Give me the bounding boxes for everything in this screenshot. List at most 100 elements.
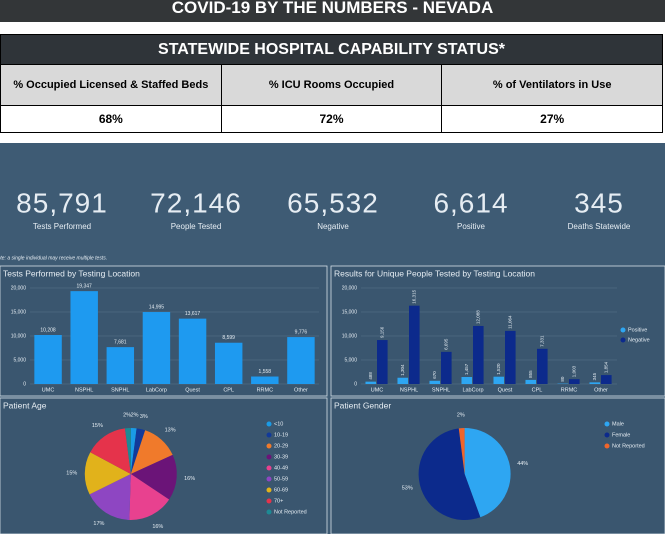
data-label: 17%	[93, 521, 104, 527]
data-label: 7,331	[539, 335, 544, 347]
y-tick-label: 10,000	[342, 333, 358, 339]
kpi-label: Deaths Statewide	[568, 222, 631, 231]
note: Note: a single individual may receive mu…	[0, 255, 107, 261]
legend-swatch	[620, 337, 626, 343]
legend-swatch	[266, 465, 272, 471]
bar	[214, 342, 243, 384]
data-label: 2%	[123, 413, 131, 419]
legend-label: 10-19	[274, 432, 288, 438]
pie-slice	[89, 474, 131, 520]
legend-swatch	[266, 432, 272, 438]
data-label: 9,156	[379, 326, 384, 338]
data-label: 15%	[66, 471, 77, 477]
kpi-label: Negative	[317, 222, 349, 231]
legend-label: 70+	[274, 498, 283, 504]
bar	[473, 325, 484, 384]
x-tick-label: NSPHL	[400, 387, 418, 393]
x-tick-label: Other	[294, 387, 308, 393]
data-label: 13%	[165, 427, 176, 433]
x-tick-label: UMC	[42, 387, 55, 393]
data-label: 855	[528, 370, 533, 378]
bar	[493, 376, 505, 384]
data-label: 10,208	[40, 327, 56, 333]
legend-swatch	[266, 487, 272, 493]
x-tick-label: CPL	[532, 387, 543, 393]
kpi-label: Tests Performed	[33, 222, 91, 231]
chart-title: Patient Age	[3, 400, 47, 410]
bar	[142, 312, 171, 384]
pie-slice	[130, 430, 173, 474]
data-label: 9,776	[295, 329, 308, 335]
legend-swatch	[604, 432, 610, 438]
data-label: 16%	[152, 524, 163, 530]
data-label: 16%	[184, 476, 195, 482]
data-label: 8,599	[222, 335, 235, 341]
legend-label: 30-39	[274, 454, 288, 460]
legend-label: Not Reported	[612, 443, 645, 449]
kpi-value: 65,532	[287, 187, 379, 218]
bar	[537, 348, 548, 384]
bar	[251, 376, 279, 384]
x-tick-label: SNPHL	[432, 387, 450, 393]
data-label: 1,520	[496, 363, 501, 375]
bar	[178, 318, 207, 384]
y-tick-label: 15,000	[11, 309, 27, 315]
banner: COVID-19 BY THE NUMBERS - NEVADA	[0, 0, 665, 22]
data-label: 14,995	[149, 304, 165, 310]
pie-slice	[130, 428, 137, 474]
legend-swatch	[266, 498, 272, 504]
bar	[441, 351, 452, 384]
legend-swatch	[266, 454, 272, 460]
y-tick-label: 5,000	[344, 357, 357, 363]
legend-swatch	[266, 421, 272, 427]
x-tick-label: RRMC	[257, 387, 274, 393]
y-tick-label: 0	[23, 381, 26, 387]
legend-label: Negative	[628, 337, 650, 343]
data-label: 12,088	[475, 310, 480, 324]
pie-slice	[418, 428, 481, 520]
legend-swatch	[266, 476, 272, 482]
kpi-value: 72,146	[150, 187, 242, 218]
bar	[569, 379, 580, 384]
data-label: 80	[560, 376, 565, 382]
value-cell: 27%	[441, 105, 663, 133]
data-label: 53%	[402, 485, 413, 491]
kpi-value: 345	[574, 187, 624, 218]
x-tick-label: CPL	[223, 387, 234, 393]
chart-title: Tests Performed by Testing Location	[3, 268, 140, 278]
dashboard: 85,791 Tests Performed 72,146 People Tested…	[0, 143, 665, 534]
bar	[397, 377, 409, 384]
kpi-value: 85,791	[16, 187, 108, 218]
header-cell: % Occupied Licensed & Staffed Beds	[0, 64, 222, 106]
bar	[287, 337, 315, 384]
legend-swatch	[620, 327, 626, 333]
data-label: 11,064	[507, 315, 512, 329]
data-label: 15%	[92, 423, 103, 429]
x-tick-label: LabCorp	[146, 387, 167, 393]
kpi-label: People Tested	[171, 222, 222, 231]
y-tick-label: 0	[354, 381, 357, 387]
pie-slice	[84, 452, 131, 495]
value-cell: 72%	[220, 105, 443, 133]
x-tick-label: RRMC	[561, 387, 578, 393]
data-label: 7,681	[114, 339, 127, 345]
data-label: 1,854	[603, 361, 608, 373]
hospital-table: STATEWIDE HOSPITAL CAPABILITY STATUS* % …	[0, 34, 663, 133]
bar	[429, 380, 441, 384]
legend-swatch	[266, 443, 272, 449]
value-cell: 68%	[0, 105, 222, 133]
header-cell: % ICU Rooms Occupied	[220, 64, 443, 106]
bar	[461, 377, 473, 384]
legend-label: Male	[612, 421, 624, 427]
data-label: 6,695	[443, 338, 448, 350]
legend-label: 60-69	[274, 487, 288, 493]
x-tick-label: Quest	[185, 387, 200, 393]
bar	[377, 340, 388, 384]
bar	[409, 305, 420, 384]
legend-label: Not Reported	[274, 509, 307, 515]
bar	[525, 379, 537, 384]
data-label: 13,617	[185, 311, 201, 317]
bar	[505, 330, 516, 384]
pie-slice	[124, 428, 131, 474]
legend-label: <10	[274, 421, 283, 427]
